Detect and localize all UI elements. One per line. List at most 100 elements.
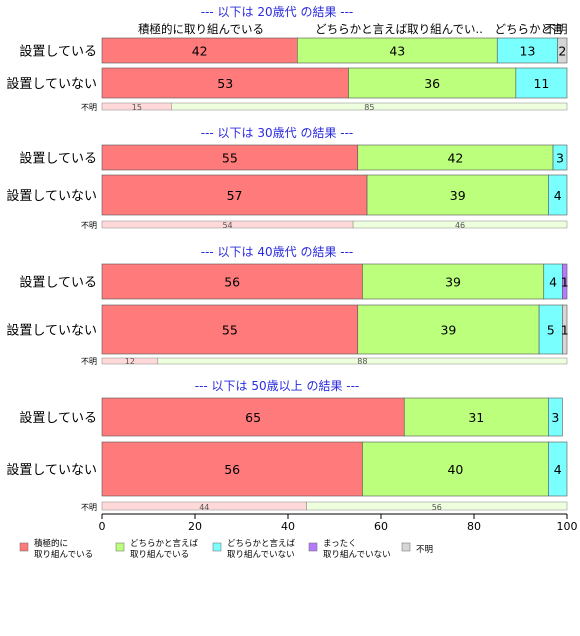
x-axis: 0 20 40 60 80 100	[99, 513, 578, 533]
group-title: --- 以下は 20歳代 の結果 ---	[201, 5, 354, 19]
x-tick-label: 20	[188, 520, 202, 533]
bar-segment	[101, 263, 363, 300]
bar-value-label: 42	[447, 151, 463, 166]
legend-label: まったく取り組んでいない	[323, 539, 391, 560]
bar-value-label: 11	[533, 76, 549, 91]
row-label: 設置していない	[6, 462, 97, 478]
bar-value-label: 5	[547, 323, 555, 338]
legend-swatch	[115, 542, 125, 552]
legend-swatch	[212, 542, 222, 552]
x-tick-label: 80	[467, 520, 481, 533]
bar-segment	[548, 441, 568, 497]
legend: 積極的に取り組んでいる どちらかと言えば取り組んでいる どちらかと言えば取り組んでい…	[19, 538, 433, 560]
unknown-bar-segment	[157, 357, 568, 365]
legend-label: 不明	[416, 545, 433, 555]
unknown-bar-segment	[171, 102, 568, 111]
category-header-label: どちらかと言えば取り組んでい..	[315, 22, 483, 36]
bar-segment	[366, 174, 549, 216]
row-label: 設置している	[19, 151, 97, 167]
category-header-label: 不明	[545, 22, 568, 36]
bar-segment	[101, 144, 359, 171]
category-header-label: 積極的に取り組んでいる	[138, 22, 264, 36]
category-header-label: どちらかと言	[495, 22, 564, 36]
unknown-value-label: 85	[364, 103, 374, 112]
unknown-row-label: 不明	[81, 103, 97, 112]
bar-segment	[552, 144, 568, 171]
bar-segment	[362, 441, 549, 497]
unknown-value-label: 44	[199, 503, 209, 512]
bar-segment	[403, 397, 549, 437]
unknown-value-label: 15	[132, 103, 142, 112]
bar-value-label: 2	[558, 44, 566, 59]
bar-value-label: 3	[551, 410, 559, 425]
bar-value-label: 39	[445, 275, 461, 290]
unknown-row-label: 不明	[81, 221, 97, 230]
row-label: 設置している	[19, 275, 97, 291]
bar-value-label: 57	[227, 188, 243, 203]
legend-swatch	[401, 542, 411, 552]
bar-value-label: 55	[222, 323, 238, 338]
group-title: --- 以下は 30歳代 の結果 ---	[201, 126, 354, 140]
bar-segment	[362, 263, 545, 300]
chart-groups: --- 以下は 20歳代 の結果 ---設置している 42 43 13 2設置していない…	[6, 5, 568, 512]
x-tick-label: 60	[374, 520, 388, 533]
unknown-value-label: 56	[432, 503, 442, 512]
x-tick-label: 40	[281, 520, 295, 533]
bar-segment	[557, 37, 568, 64]
row-label: 設置していない	[6, 323, 97, 339]
bar-value-label: 13	[520, 44, 536, 59]
chart-group: --- 以下は 20歳代 の結果 --- 設置している 42 43 13 2 設置していない…	[6, 5, 568, 112]
bar-segment	[357, 144, 554, 171]
chart-group: --- 以下は 50歳以上 の結果 --- 設置している 65 31 3 設置していない 5…	[6, 379, 568, 512]
legend-label: どちらかと言えば取り組んでいる	[130, 538, 199, 560]
bar-value-label: 55	[222, 151, 238, 166]
bar-value-label: 1	[561, 323, 569, 338]
bar-value-label: 40	[447, 462, 463, 477]
bar-value-label: 39	[440, 323, 456, 338]
bar-value-label: 42	[192, 44, 208, 59]
unknown-row-label: 不明	[81, 357, 97, 366]
bar-value-label: 4	[549, 275, 557, 290]
bar-segment	[101, 441, 363, 497]
bar-segment	[548, 174, 568, 216]
bar-segment	[101, 67, 349, 99]
bar-value-label: 65	[245, 410, 261, 425]
row-label: 設置していない	[6, 188, 97, 204]
unknown-value-label: 88	[357, 357, 367, 366]
bar-segment	[357, 304, 540, 355]
bar-value-label: 53	[217, 76, 233, 91]
chart-group: --- 以下は 30歳代 の結果 --- 設置している 55 42 3 設置していない 57…	[6, 126, 568, 230]
bar-segment	[296, 37, 498, 64]
bar-value-label: 3	[556, 151, 564, 166]
legend-label: 積極的に取り組んでいる	[34, 538, 93, 560]
bar-segment	[101, 397, 405, 437]
legend-label: どちらかと言えば取り組んでいない	[227, 538, 296, 560]
bar-value-label: 1	[561, 275, 569, 290]
unknown-value-label: 46	[455, 221, 465, 230]
bar-value-label: 43	[389, 44, 405, 59]
row-label: 設置している	[19, 44, 97, 60]
bar-value-label: 36	[424, 76, 440, 91]
unknown-bar-segment	[306, 501, 568, 511]
bar-value-label: 4	[554, 188, 562, 203]
group-title: --- 以下は 40歳代 の結果 ---	[201, 245, 354, 259]
bar-segment	[562, 304, 568, 355]
bar-segment	[101, 174, 368, 216]
bar-value-label: 39	[450, 188, 466, 203]
bar-value-label: 4	[554, 462, 562, 477]
row-label: 設置している	[19, 410, 97, 426]
bar-segment	[515, 67, 568, 99]
bar-segment	[348, 67, 517, 99]
unknown-value-label: 12	[125, 357, 135, 366]
x-tick-label: 100	[557, 520, 578, 533]
bar-segment	[562, 263, 568, 300]
unknown-row-label: 不明	[81, 503, 97, 512]
legend-swatch	[308, 542, 318, 552]
unknown-bar-segment	[352, 220, 568, 229]
legend-swatch	[19, 542, 29, 552]
bar-value-label: 56	[224, 275, 240, 290]
x-tick-label: 0	[99, 520, 106, 533]
